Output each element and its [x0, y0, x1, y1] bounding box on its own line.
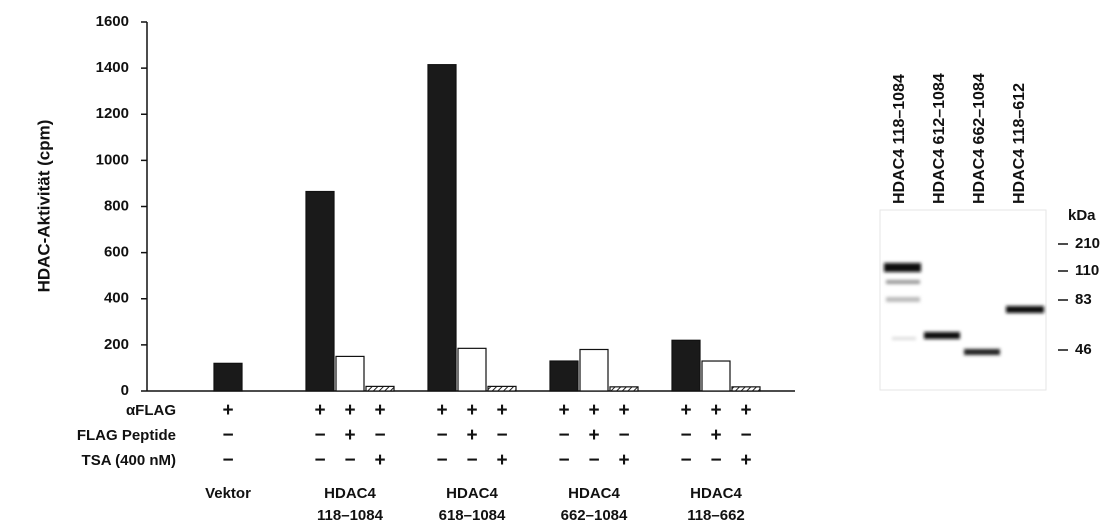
condition-label: αFLAG — [126, 402, 176, 419]
condition-sign: − — [222, 425, 233, 446]
condition-sign: + — [710, 400, 721, 421]
band — [884, 263, 921, 272]
x-tick-label: Vektor — [205, 485, 251, 502]
condition-sign: − — [436, 450, 447, 471]
band — [886, 297, 920, 302]
condition-sign: − — [436, 425, 447, 446]
condition-sign: + — [222, 400, 233, 421]
bar — [732, 387, 760, 391]
y-tick-label: 1400 — [96, 59, 129, 76]
condition-sign: + — [496, 400, 507, 421]
x-tick-label: HDAC4 — [690, 485, 742, 502]
marker-label: 110 — [1075, 262, 1099, 279]
x-tick-label: HDAC4 — [324, 485, 376, 502]
condition-sign: + — [374, 400, 385, 421]
condition-sign: − — [680, 425, 691, 446]
x-tick-label: 118–662 — [687, 507, 745, 524]
y-tick-label: 1600 — [96, 13, 129, 30]
condition-sign: − — [680, 450, 691, 471]
condition-sign: − — [588, 450, 599, 471]
condition-sign: + — [710, 425, 721, 446]
y-tick-label: 1000 — [96, 151, 129, 168]
band — [924, 332, 960, 339]
figure: HDAC-Aktivität (cpm) 0 200 400 600 800 1000 12… — [0, 0, 1120, 526]
y-tick-label: 0 — [121, 382, 129, 399]
blot-image — [880, 210, 1046, 390]
condition-sign: + — [558, 400, 569, 421]
bar — [702, 361, 730, 391]
y-tick-label: 600 — [104, 244, 129, 261]
condition-sign: − — [710, 450, 721, 471]
condition-sign: + — [344, 425, 355, 446]
marker-label: 83 — [1075, 291, 1092, 308]
condition-sign: + — [588, 425, 599, 446]
condition-sign: + — [680, 400, 691, 421]
y-tick-label: 200 — [104, 336, 129, 353]
condition-label: TSA (400 nM) — [82, 452, 176, 469]
condition-sign: + — [466, 400, 477, 421]
bar — [672, 340, 700, 391]
x-tick-label: 662–1084 — [561, 507, 628, 524]
condition-sign: + — [344, 400, 355, 421]
condition-sign: + — [436, 400, 447, 421]
condition-sign: + — [740, 400, 751, 421]
condition-label: FLAG Peptide — [77, 427, 176, 444]
condition-sign: − — [314, 425, 325, 446]
lane-label: HDAC4 118–612 — [1011, 83, 1028, 204]
condition-sign: + — [314, 400, 325, 421]
band — [892, 337, 916, 340]
condition-sign: − — [374, 425, 385, 446]
bar — [458, 348, 486, 391]
condition-sign: + — [374, 450, 385, 471]
condition-sign: − — [314, 450, 325, 471]
condition-sign: − — [222, 450, 233, 471]
marker-label: 46 — [1075, 341, 1092, 358]
condition-sign: + — [496, 450, 507, 471]
marker-label: 210 — [1075, 235, 1100, 252]
bar — [366, 386, 394, 391]
x-tick-label: 118–1084 — [317, 507, 384, 524]
lane-label: HDAC4 662–1084 — [971, 73, 988, 204]
bar — [580, 349, 608, 391]
y-axis-title: HDAC-Aktivität (cpm) — [34, 120, 53, 293]
condition-sign: + — [618, 450, 629, 471]
condition-sign: + — [466, 425, 477, 446]
bar — [428, 65, 456, 391]
y-tick-label: 1200 — [96, 105, 129, 122]
lane-label: HDAC4 118–1084 — [891, 74, 908, 204]
condition-sign: − — [558, 425, 569, 446]
condition-sign: + — [588, 400, 599, 421]
band — [886, 280, 920, 284]
condition-sign: − — [618, 425, 629, 446]
unit-label: kDa — [1068, 207, 1096, 224]
bar — [214, 363, 242, 391]
bar — [610, 387, 638, 391]
condition-sign: + — [740, 450, 751, 471]
condition-sign: − — [558, 450, 569, 471]
lane-label: HDAC4 612–1084 — [931, 73, 948, 204]
x-tick-label: 618–1084 — [439, 507, 506, 524]
bar — [306, 192, 334, 391]
x-tick-label: HDAC4 — [446, 485, 498, 502]
bar — [488, 386, 516, 391]
band — [1006, 306, 1044, 313]
bar — [550, 361, 578, 391]
condition-sign: − — [344, 450, 355, 471]
condition-sign: + — [618, 400, 629, 421]
condition-sign: − — [466, 450, 477, 471]
band — [964, 349, 1000, 355]
x-tick-label: HDAC4 — [568, 485, 620, 502]
condition-sign: − — [496, 425, 507, 446]
y-tick-label: 400 — [104, 290, 129, 307]
y-tick-label: 800 — [104, 197, 129, 214]
bar — [336, 356, 364, 391]
condition-sign: − — [740, 425, 751, 446]
